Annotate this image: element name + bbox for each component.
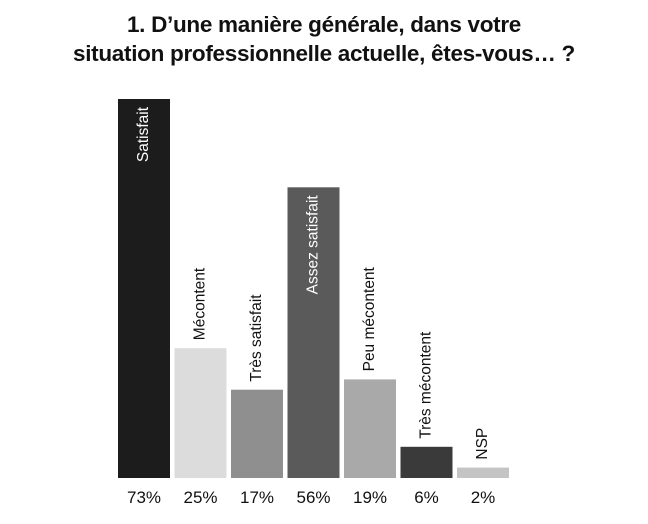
- bar-6: [400, 446, 453, 478]
- bar-1: [118, 99, 170, 478]
- bar-4: [287, 187, 340, 479]
- bar-label-6: Très mécontent: [418, 331, 435, 439]
- tick-label-6: 6%: [414, 488, 439, 507]
- bar-label-2: Mécontent: [192, 267, 209, 340]
- tick-label-3: 17%: [240, 488, 274, 507]
- bar-3: [231, 389, 283, 478]
- tick-label-7: 2%: [471, 488, 496, 507]
- chart-title-line-1: 1. D’une manière générale, dans votre: [126, 12, 522, 37]
- chart-title: 1. D’une manière générale, dans votre si…: [0, 10, 648, 68]
- tick-label-4: 56%: [296, 488, 330, 507]
- tick-label-2: 25%: [183, 488, 217, 507]
- bar-2: [174, 348, 227, 478]
- tick-label-5: 19%: [353, 488, 387, 507]
- bar-label-1: Satisfait: [135, 106, 152, 162]
- bar-label-5: Peu mécontent: [361, 266, 378, 371]
- bar-label-7: NSP: [474, 428, 491, 460]
- chart-title-line-2: situation professionnelle actuelle, êtes…: [73, 41, 575, 66]
- bar-label-4: Assez satisfait: [305, 195, 322, 295]
- tick-label-1: 73%: [127, 488, 161, 507]
- bar-label-3: Très satisfait: [248, 294, 265, 382]
- bar-7: [457, 467, 509, 478]
- bar-5: [344, 379, 396, 478]
